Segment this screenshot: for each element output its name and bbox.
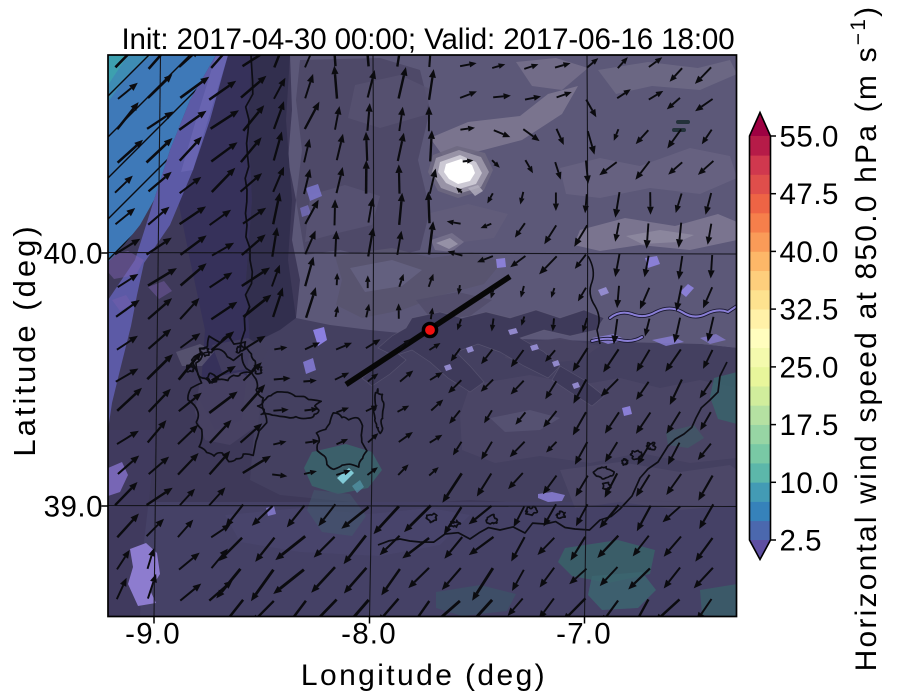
svg-text:Longitude (deg): Longitude (deg) <box>301 659 547 692</box>
svg-text:40.0: 40.0 <box>780 236 839 269</box>
svg-text:Init: 2017-04-30 00:00; Valid:: Init: 2017-04-30 00:00; Valid: 2017-06-1… <box>121 23 734 56</box>
svg-text:47.5: 47.5 <box>780 178 839 211</box>
svg-text:17.5: 17.5 <box>780 409 839 442</box>
svg-text:32.5: 32.5 <box>780 294 839 327</box>
svg-text:Horizontal wind speed at 850.0: Horizontal wind speed at 850.0 hPa (m s−… <box>847 5 884 672</box>
svg-text:2.5: 2.5 <box>780 525 823 558</box>
svg-text:10.0: 10.0 <box>780 467 839 500</box>
svg-text:Latitude (deg): Latitude (deg) <box>7 223 42 456</box>
svg-text:-7.0: -7.0 <box>556 618 612 651</box>
svg-text:-9.0: -9.0 <box>125 618 181 651</box>
svg-text:25.0: 25.0 <box>780 351 839 384</box>
svg-text:39.0: 39.0 <box>44 491 103 524</box>
svg-text:-8.0: -8.0 <box>341 618 397 651</box>
svg-text:40.0: 40.0 <box>44 238 103 271</box>
svg-text:55.0: 55.0 <box>780 121 839 154</box>
